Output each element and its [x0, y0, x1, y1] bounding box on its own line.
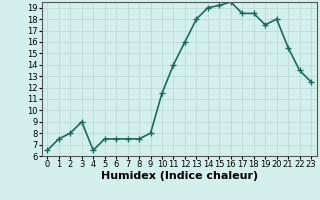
X-axis label: Humidex (Indice chaleur): Humidex (Indice chaleur) [100, 171, 258, 181]
